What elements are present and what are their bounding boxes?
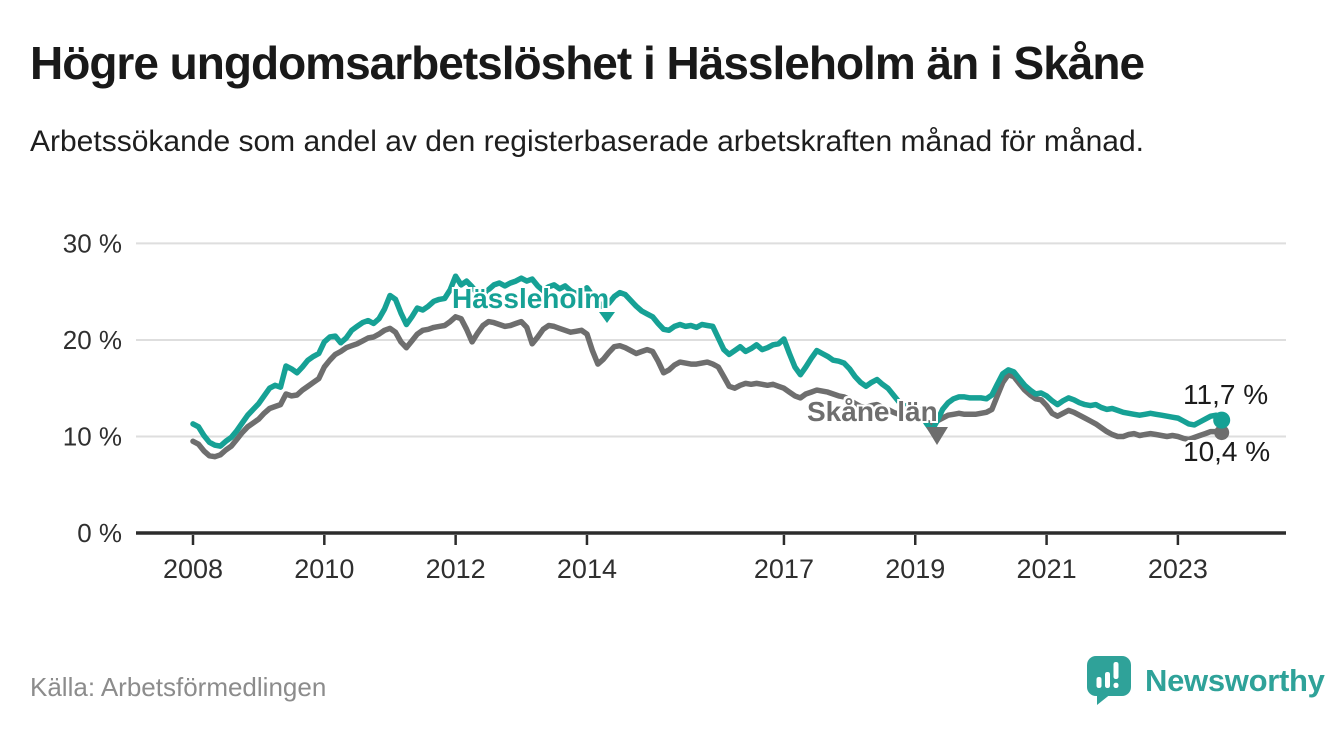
end-value-skane: 10,4 % <box>1183 436 1271 467</box>
y-tick-label-20: 20 % <box>63 325 122 355</box>
x-tick-label-2008: 2008 <box>163 554 223 584</box>
x-tick-label-2023: 2023 <box>1148 554 1208 584</box>
end-value-hassleholm: 11,7 % <box>1183 379 1269 410</box>
brand-logo: Newsworthy <box>1086 655 1325 707</box>
x-tick-label-2017: 2017 <box>754 554 814 584</box>
hassleholm-label-pointer-icon <box>599 312 615 323</box>
page-subtitle: Arbetssökande som andel av den registerb… <box>30 125 1144 158</box>
brand-name: Newsworthy <box>1145 663 1325 698</box>
x-tick-label-2021: 2021 <box>1017 554 1077 584</box>
source-note: Källa: Arbetsförmedlingen <box>30 672 327 702</box>
y-tick-label-10: 10 % <box>63 421 122 451</box>
x-tick-label-2010: 2010 <box>294 554 354 584</box>
x-tick-label-2012: 2012 <box>426 554 486 584</box>
chart-line-hassleholm <box>190 273 1225 449</box>
page-title: Högre ungdomsarbetslöshet i Hässleholm ä… <box>30 37 1145 89</box>
y-tick-label-30: 30 % <box>63 228 122 258</box>
end-dot-hassleholm <box>1213 411 1231 429</box>
y-axis-labels: 0 % 10 % 20 % 30 % <box>63 228 122 548</box>
newsworthy-bubble-icon <box>1087 656 1131 705</box>
x-tick-label-2019: 2019 <box>885 554 945 584</box>
x-tick-label-2014: 2014 <box>557 554 617 584</box>
series-label-hassleholm: Hässleholm <box>452 283 610 314</box>
y-tick-label-0: 0 % <box>77 518 122 548</box>
end-dot-skane <box>1214 425 1230 441</box>
skane-label-pointer-icon <box>926 427 948 445</box>
series-label-skane: Skåne län <box>807 396 938 427</box>
chart-line-skane <box>190 314 1225 460</box>
series-lines <box>190 273 1231 460</box>
x-axis-labels: 2008 2010 2012 2014 2017 2019 2021 2023 <box>163 554 1208 584</box>
axes <box>136 531 1286 545</box>
